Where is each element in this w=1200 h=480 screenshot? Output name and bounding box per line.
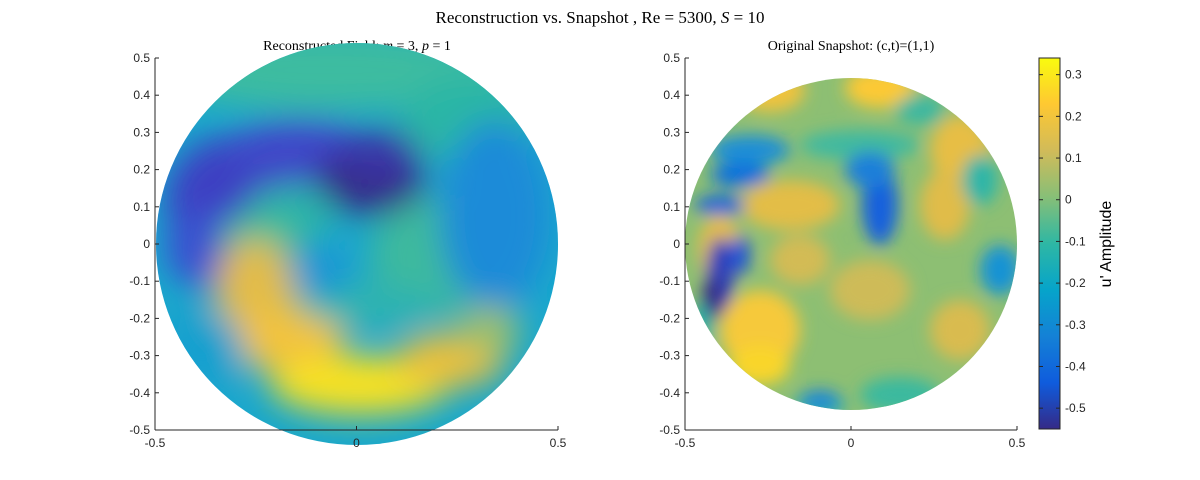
y-tick-label: -0.1: [129, 274, 150, 288]
right-axis-ticks: 0.5 0.4 0.3 0.2 0.1 0 -0.1 -0.2 -0.3 -0.4 -0.5-0.5…: [659, 51, 1025, 450]
y-tick-label: -0.4: [129, 386, 150, 400]
original-snapshot-plot: Original Snapshot: (c,t)=(1,1): [659, 39, 1025, 450]
right-plot-title: Original Snapshot: (c,t)=(1,1): [768, 39, 935, 54]
y-tick-label: -0.2: [129, 311, 150, 325]
y-tick-label: -0.1: [659, 274, 680, 288]
left-heatmap: [156, 43, 558, 445]
colorbar-tick-label: 0: [1065, 193, 1072, 207]
colorbar-tick-label: -0.3: [1065, 318, 1086, 332]
y-tick-label: 0.4: [663, 88, 680, 102]
colorbar-tick-label: -0.1: [1065, 234, 1086, 248]
x-tick-label: 0: [848, 436, 855, 450]
colorbar-tick-label: 0.2: [1065, 109, 1082, 123]
x-tick-label: 0: [353, 436, 360, 450]
y-tick-label: -0.5: [659, 423, 680, 437]
colorbar-tick-label: 0.1: [1065, 151, 1082, 165]
y-tick-label: 0.2: [663, 163, 680, 177]
y-tick-label: 0.2: [133, 163, 150, 177]
colorbar-tick-label: -0.2: [1065, 276, 1086, 290]
reconstructed-field-plot: Reconstructed Field: m = 3, p = 1: [129, 39, 566, 450]
y-tick-label: 0.5: [663, 51, 680, 65]
colorbar: 0.3 0.2 0.1 0 -0.1 -0.2 -0.3 -0.4 -0.5 u' Amplit…: [1038, 57, 1115, 430]
colorbar-ticks: 0.3 0.2 0.1 0 -0.1 -0.2 -0.3 -0.4 -0.5: [1039, 68, 1086, 415]
x-tick-label: 0.5: [550, 436, 567, 450]
colorbar-label: u' Amplitude: [1098, 201, 1115, 288]
y-tick-label: 0.4: [133, 88, 150, 102]
y-tick-label: 0: [673, 237, 680, 251]
right-heatmap: [685, 78, 1017, 410]
colorbar-tick-label: -0.4: [1065, 359, 1086, 373]
y-tick-label: 0.3: [663, 125, 680, 139]
figure-title: Reconstruction vs. Snapshot , Re = 5300,…: [436, 8, 765, 27]
y-tick-label: 0.1: [133, 200, 150, 214]
y-tick-label: 0.5: [133, 51, 150, 65]
left-axis-ticks: 0.5 0.4 0.3 0.2 0.1 0 -0.1 -0.2 -0.3 -0.4 -0.5-0.5…: [129, 51, 566, 450]
y-tick-label: -0.2: [659, 311, 680, 325]
y-tick-label: -0.3: [129, 349, 150, 363]
y-tick-label: -0.4: [659, 386, 680, 400]
y-tick-label: 0.1: [663, 200, 680, 214]
y-tick-label: -0.5: [129, 423, 150, 437]
colorbar-gradient: [1038, 57, 1061, 430]
y-tick-label: -0.3: [659, 349, 680, 363]
x-tick-label: 0.5: [1009, 436, 1026, 450]
x-tick-label: -0.5: [145, 436, 166, 450]
y-tick-label: 0: [143, 237, 150, 251]
y-tick-label: 0.3: [133, 125, 150, 139]
colorbar-tick-label: -0.5: [1065, 401, 1086, 415]
colorbar-tick-label: 0.3: [1065, 68, 1082, 82]
x-tick-label: -0.5: [675, 436, 696, 450]
